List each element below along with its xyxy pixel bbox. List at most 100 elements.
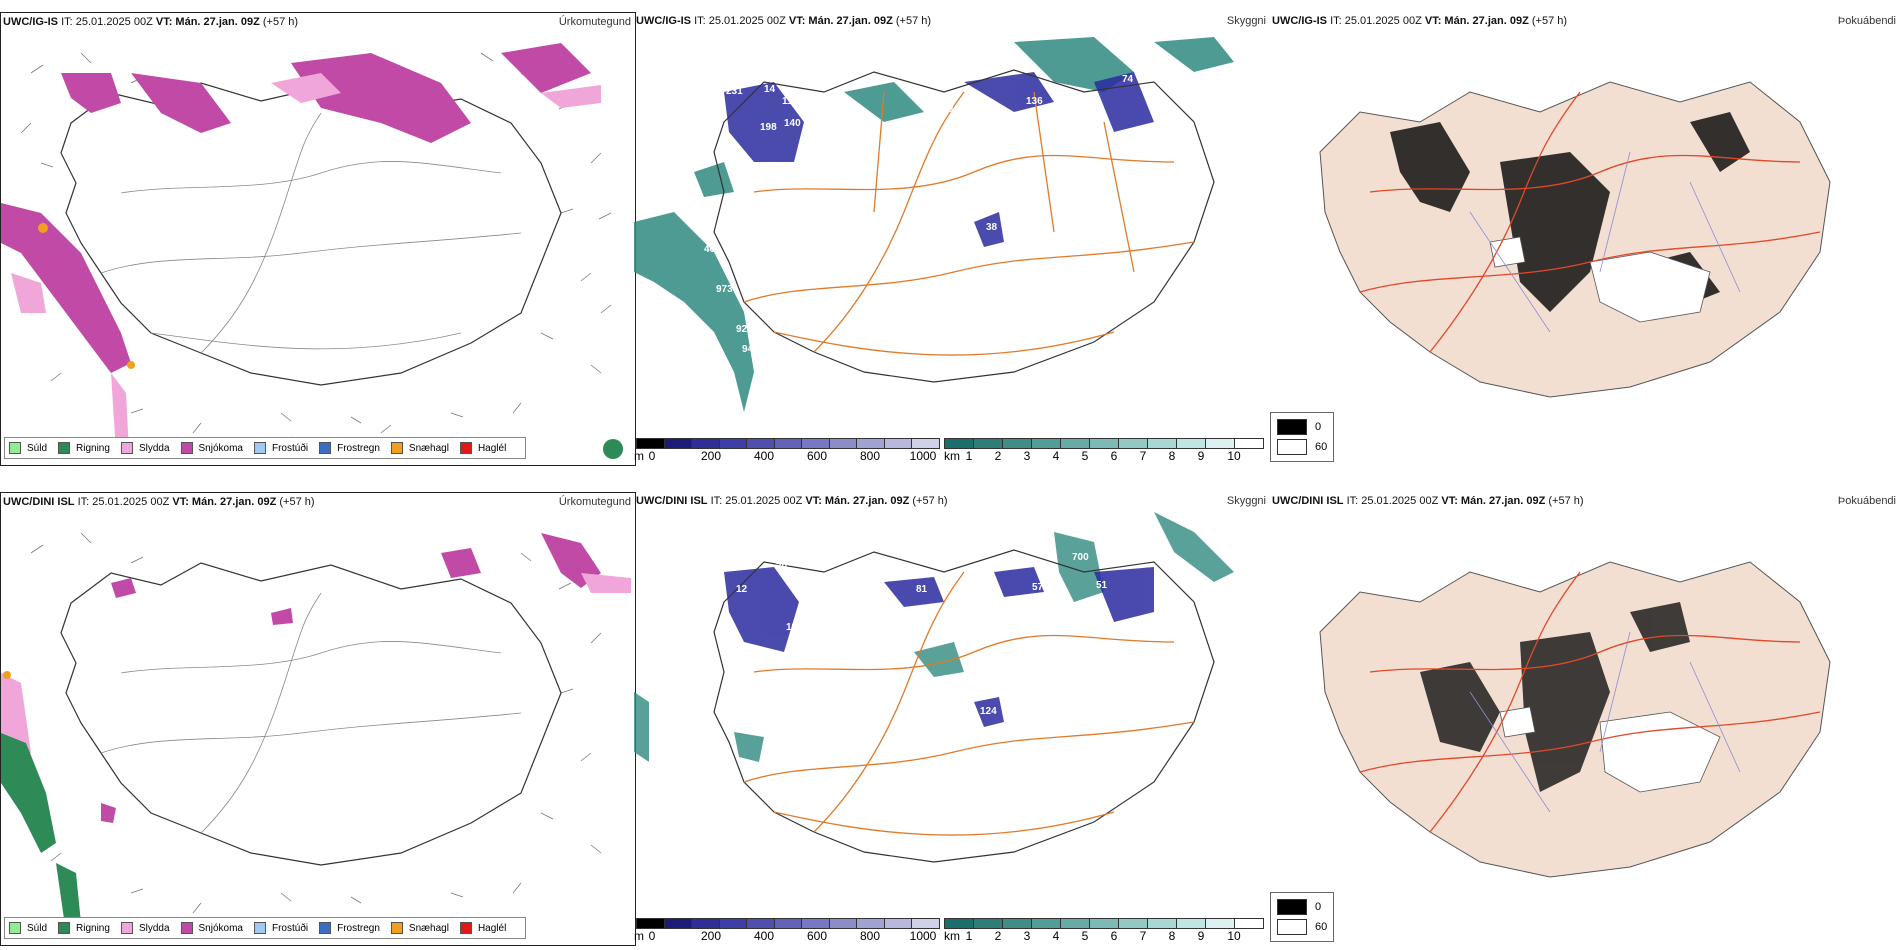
road-network [1359,91,1821,353]
scale-tick: 10 [1227,929,1241,943]
init-time: IT: 25.01.2025 00Z [694,15,786,27]
legend-label: Frostúði [271,442,309,454]
legend-item-sleet: Slydda [120,442,170,454]
product-name: Þokuábendi [1837,495,1896,507]
scale-tick: 1 [965,449,973,463]
panel-header: UWC/IG-IS IT: 25.01.2025 00Z VT: Mán. 27… [1272,15,1567,27]
visibility-map [634,37,1234,412]
legend-label: Súld [27,442,48,454]
fog-legend: 0 60 [1270,412,1335,462]
precip-type-legend: Súld Rigning Slydda Snjókoma Frostúði Fr… [4,437,527,459]
legend-swatch [319,922,332,934]
scale-tick: 0 [648,929,656,943]
fog-legend-row: 60 [1277,917,1327,937]
valid-time: Mán. 27.jan. 09Z [808,15,893,27]
legend-label: Slydda [138,922,170,934]
legend-item-sleet: Slydda [120,922,170,934]
fog-areas [1420,602,1690,792]
scale-tick: 800 [859,449,881,463]
iceland-outline [60,82,562,386]
legend-label: Rigning [76,442,110,454]
product-name: Úrkomutegund [558,16,631,28]
scale-tick: 3 [1023,449,1031,463]
valid-time: Mán. 27.jan. 09Z [824,495,910,507]
scale-tick: 600 [806,449,828,463]
valid-time: Mán. 27.jan. 09Z [191,496,277,508]
panel-bottom-precip-type: UWC/DINI ISL IT: 25.01.2025 00Z VT: Mán.… [0,492,636,946]
scale-tick: 1 [965,929,973,943]
legend-swatch [120,922,133,934]
legend-swatch [459,442,472,454]
fog-legend: 0 60 [1270,892,1335,942]
panel-top-fog: UWC/IG-IS IT: 25.01.2025 00Z VT: Mán. 27… [1270,12,1900,464]
panel-header: UWC/IG-IS IT: 25.01.2025 00Z VT: Mán. 27… [636,15,931,27]
legend-swatch [1277,919,1307,935]
rain-areas [1,733,81,933]
model-name: UWC/IG-IS [636,15,691,27]
sleet-ice-areas [38,223,135,369]
legend-swatch [58,442,71,454]
glacier-areas [1499,706,1721,793]
rain-areas [603,439,623,459]
fog-map [1319,81,1831,398]
lead-time: (+57 h) [895,15,932,27]
init-time: IT: 25.01.2025 00Z [61,16,153,28]
fog-legend-row: 0 [1277,897,1327,917]
model-name: UWC/DINI ISL [1272,495,1344,507]
model-name: UWC/DINI ISL [3,496,75,508]
legend-label: Snæhagl [408,922,449,934]
lead-time: (+57 h) [912,495,948,507]
legend-swatch [459,922,472,934]
legend-item-sudd: Súld [9,442,47,454]
product-name: Úrkomutegund [558,496,631,508]
precip-type-map [1,532,631,933]
legend-swatch [1277,439,1307,455]
legend-item-freezing-rain: Frostregn [319,922,380,934]
legend-item-hail: Haglél [459,442,507,454]
scale-unit: m [634,449,644,463]
scale-tick: 400 [753,929,775,943]
legend-label: Frostúði [271,922,309,934]
visibility-colorbar [944,918,1264,929]
lead-time: (+57 h) [1548,495,1584,507]
sleet-areas [11,73,601,453]
cloudbase-scale: m 0 200 400 600 800 1000 [634,918,940,943]
valid-time-label: VT: [172,496,189,508]
legend-item-rain: Rigning [58,922,110,934]
legend-item-sudd: Súld [9,922,47,934]
lead-time: (+57 h) [1531,15,1568,27]
legend-label: 60 [1315,441,1328,453]
river-lines [1469,631,1741,813]
legend-item-snow-pellets: Snæhagl [390,442,449,454]
scale-tick: 5 [1081,449,1089,463]
scale-tick: 4 [1052,929,1060,943]
legend-label: Rigning [76,922,110,934]
legend-item-snow-pellets: Snæhagl [390,922,449,934]
scale-unit: km [944,449,960,463]
valid-time: Mán. 27.jan. 09Z [175,16,260,28]
legend-item-snow: Snjókoma [180,442,243,454]
road-network [100,592,522,834]
scale-tick: 400 [753,449,775,463]
scale-tick: 200 [700,449,722,463]
legend-label: Snjókoma [198,442,243,454]
scale-tick: 9 [1197,929,1205,943]
scale-tick: 2 [994,449,1002,463]
legend-swatch [253,922,266,934]
legend-label: Haglél [477,442,507,454]
scale-tick: 4 [1052,449,1060,463]
legend-swatch [319,442,332,454]
legend-swatch [390,442,403,454]
cloud-base-areas [724,72,1154,247]
scale-tick: 6 [1110,449,1118,463]
road-network [743,91,1195,356]
init-time: IT: 25.01.2025 00Z [77,496,170,508]
cloudbase-colorbar [636,438,940,449]
legend-label: Snæhagl [408,442,449,454]
valid-time-label: VT: [788,15,806,27]
visibility-scale: km 1 2 3 4 5 6 7 8 9 10 [944,918,1264,943]
scale-tick: 1000 [909,929,937,943]
legend-label: 0 [1315,901,1322,913]
init-time: IT: 25.01.2025 00Z [710,495,803,507]
legend-label: 0 [1315,421,1322,433]
